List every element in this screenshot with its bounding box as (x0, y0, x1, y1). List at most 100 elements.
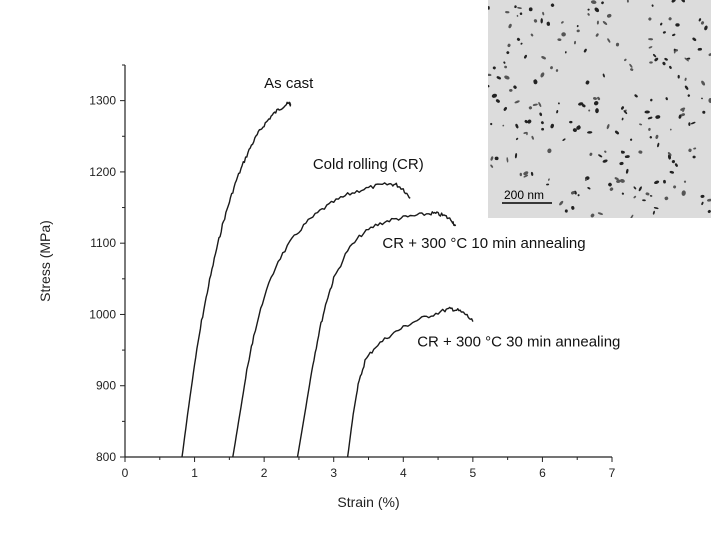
precipitate-dot (527, 119, 532, 124)
precipitate-dot (673, 48, 676, 51)
precipitate-dot (597, 96, 601, 101)
micrograph-background (488, 0, 711, 218)
micrograph-image: 200 nm (488, 0, 711, 218)
precipitate-dot (561, 21, 564, 24)
precipitate-dot (595, 33, 599, 37)
precipitate-dot (556, 109, 559, 114)
precipitate-dot (598, 154, 603, 158)
precipitate-dot (615, 42, 620, 47)
precipitate-dot (625, 168, 629, 174)
precipitate-dot (569, 120, 573, 124)
precipitate-dot (619, 161, 624, 166)
precipitate-dot (688, 148, 692, 153)
precipitate-dot (701, 201, 704, 206)
x-tick-label: 1 (191, 466, 198, 480)
precipitate-dot (653, 53, 657, 58)
precipitate-dot (597, 212, 603, 215)
precipitate-dot (621, 192, 625, 195)
precipitate-dot (707, 210, 711, 213)
precipitate-dot (541, 127, 545, 131)
y-tick-label: 1200 (89, 165, 116, 179)
precipitate-dot (495, 99, 500, 103)
precipitate-dot (561, 32, 566, 37)
precipitate-dot (546, 21, 551, 26)
x-tick-label: 4 (400, 466, 407, 480)
precipitate-dot (519, 172, 522, 177)
precipitate-dot (596, 20, 599, 25)
precipitate-dot (491, 93, 498, 98)
precipitate-dot (520, 42, 523, 45)
y-tick-label: 1100 (90, 236, 116, 250)
precipitate-dot (638, 186, 642, 192)
precipitate-dot (693, 147, 697, 150)
precipitate-dot (502, 124, 505, 127)
precipitate-dot (503, 106, 507, 111)
precipitate-dot (657, 142, 660, 148)
precipitate-dot (655, 134, 659, 139)
precipitate-dot (639, 123, 643, 126)
precipitate-dot (602, 20, 608, 26)
precipitate-dot (548, 178, 550, 181)
x-tick-label: 0 (122, 466, 129, 480)
precipitate-dot (571, 205, 575, 210)
precipitate-dot (662, 61, 666, 66)
precipitate-dot (614, 130, 620, 135)
precipitate-dot (619, 178, 625, 183)
precipitate-dot (621, 106, 624, 110)
precipitate-dot (653, 207, 659, 210)
precipitate-dot (587, 8, 590, 11)
precipitate-dot (550, 123, 554, 129)
precipitate-dot (677, 74, 680, 79)
precipitate-dot (665, 97, 668, 101)
precipitate-dot (514, 5, 517, 9)
precipitate-dot (514, 100, 520, 104)
precipitate-dot (578, 102, 584, 106)
precipitate-dot (649, 195, 653, 197)
series-label-3: CR + 300 °C 10 min annealing (382, 235, 585, 252)
precipitate-dot (572, 128, 577, 132)
x-ticks: 0 1 2 3 4 5 6 7 (122, 457, 616, 480)
precipitate-dot (664, 196, 669, 201)
x-tick-label: 2 (261, 466, 268, 480)
precipitate-dot (671, 0, 676, 3)
precipitate-dot (697, 47, 702, 51)
precipitate-dot (662, 31, 666, 34)
precipitate-dot (557, 102, 560, 105)
precipitate-dot (652, 210, 655, 215)
precipitate-dot (540, 18, 543, 24)
precipitate-dot (539, 112, 543, 117)
precipitate-dot (526, 132, 528, 136)
precipitate-dot (595, 108, 599, 114)
precipitate-dot (644, 110, 650, 114)
precipitate-dot (623, 58, 627, 62)
precipitate-dot (692, 37, 697, 42)
precipitate-dot (608, 182, 612, 187)
precipitate-dot (634, 94, 638, 98)
precipitate-dot (540, 121, 544, 125)
y-ticks: 800 900 1000 1100 1200 1300 (89, 64, 125, 464)
series-curves (181, 101, 474, 458)
precipitate-dot (540, 72, 545, 78)
precipitate-dot (559, 200, 564, 206)
precipitate-dot (648, 38, 654, 41)
precipitate-dot (581, 104, 586, 108)
precipitate-dot (649, 136, 653, 139)
precipitate-dot (654, 57, 659, 62)
x-tick-label: 5 (470, 466, 477, 480)
precipitate-dot (688, 122, 691, 126)
precipitate-dot (708, 98, 711, 103)
precipitate-dot (621, 150, 625, 154)
precipitate-dot (546, 183, 550, 186)
precipitate-dot (623, 110, 628, 115)
precipitate-dot (488, 6, 490, 10)
precipitate-dot (488, 73, 492, 77)
precipitate-dot (647, 116, 653, 120)
precipitate-dot (584, 178, 588, 181)
precipitate-dot (687, 94, 691, 97)
precipitate-dot (683, 180, 687, 183)
precipitate-dot (519, 12, 523, 15)
precipitate-dot (590, 0, 597, 4)
precipitate-dot (516, 37, 521, 41)
precipitate-dot (587, 13, 590, 16)
precipitate-dot (513, 85, 517, 89)
